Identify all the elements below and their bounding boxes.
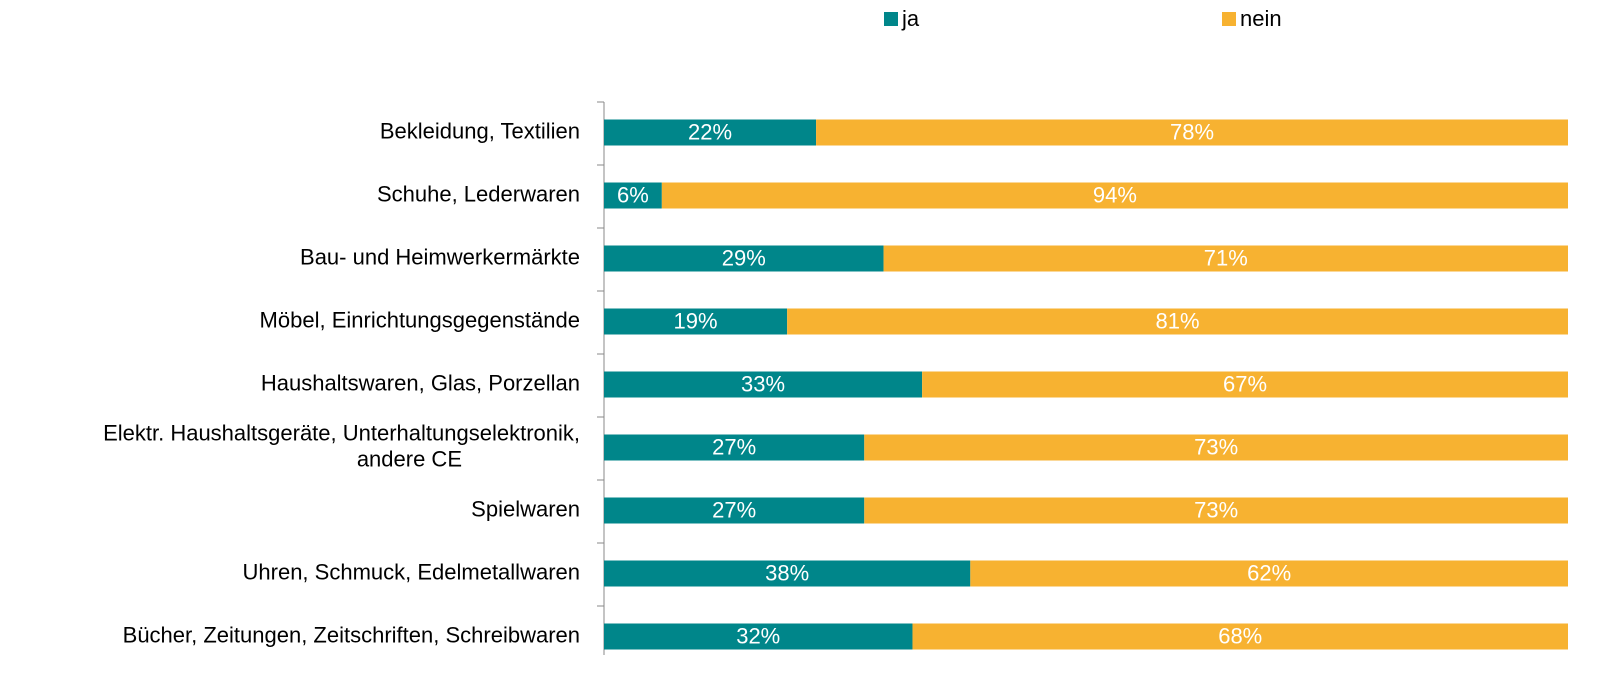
value-label: 6% <box>617 182 649 207</box>
category-label: Möbel, Einrichtungsgegenstände <box>260 307 580 332</box>
bar-segment <box>604 119 817 146</box>
category-label: Schuhe, Lederwaren <box>377 181 580 206</box>
category-label: Uhren, Schmuck, Edelmetallwaren <box>243 559 580 584</box>
bar-segment <box>604 623 913 650</box>
value-label: 19% <box>674 308 718 333</box>
legend-label: nein <box>1240 6 1282 31</box>
category-label: Spielwaren <box>471 496 580 521</box>
value-label: 67% <box>1223 371 1267 396</box>
bar-segment <box>816 119 1568 146</box>
bar-segment <box>604 245 884 272</box>
legend-swatch <box>884 12 898 26</box>
bar-segment <box>787 308 1568 335</box>
value-label: 94% <box>1093 182 1137 207</box>
value-label: 62% <box>1247 560 1291 585</box>
value-label: 81% <box>1156 308 1200 333</box>
bar-segment <box>604 497 865 524</box>
value-label: 22% <box>688 119 732 144</box>
value-label: 27% <box>712 497 756 522</box>
legend-label: ja <box>901 6 920 31</box>
category-label: Haushaltswaren, Glas, Porzellan <box>261 370 580 395</box>
bar-segment <box>883 245 1568 272</box>
value-label: 71% <box>1204 245 1248 270</box>
value-label: 68% <box>1218 623 1262 648</box>
bar-segment <box>604 560 971 587</box>
bar-segment <box>912 623 1568 650</box>
bar-segment <box>604 434 865 461</box>
bar-segment <box>661 182 1568 209</box>
value-label: 78% <box>1170 119 1214 144</box>
bar-segment <box>604 308 788 335</box>
value-label: 73% <box>1194 434 1238 459</box>
value-label: 38% <box>765 560 809 585</box>
bar-segment <box>604 371 923 398</box>
value-label: 73% <box>1194 497 1238 522</box>
bar-segment <box>864 497 1568 524</box>
legend-swatch <box>1222 12 1236 26</box>
bar-segment <box>922 371 1568 398</box>
value-label: 27% <box>712 434 756 459</box>
value-label: 29% <box>722 245 766 270</box>
bar-segment <box>970 560 1568 587</box>
category-label: Bekleidung, Textilien <box>380 118 580 143</box>
category-label: Elektr. Haushaltsgeräte, Unterhaltungsel… <box>103 420 580 471</box>
value-label: 33% <box>741 371 785 396</box>
bar-segment <box>604 182 662 209</box>
value-label: 32% <box>736 623 780 648</box>
category-label: Bau- und Heimwerkermärkte <box>300 244 580 269</box>
bar-segment <box>864 434 1568 461</box>
category-label: Bücher, Zeitungen, Zeitschriften, Schrei… <box>123 622 580 647</box>
